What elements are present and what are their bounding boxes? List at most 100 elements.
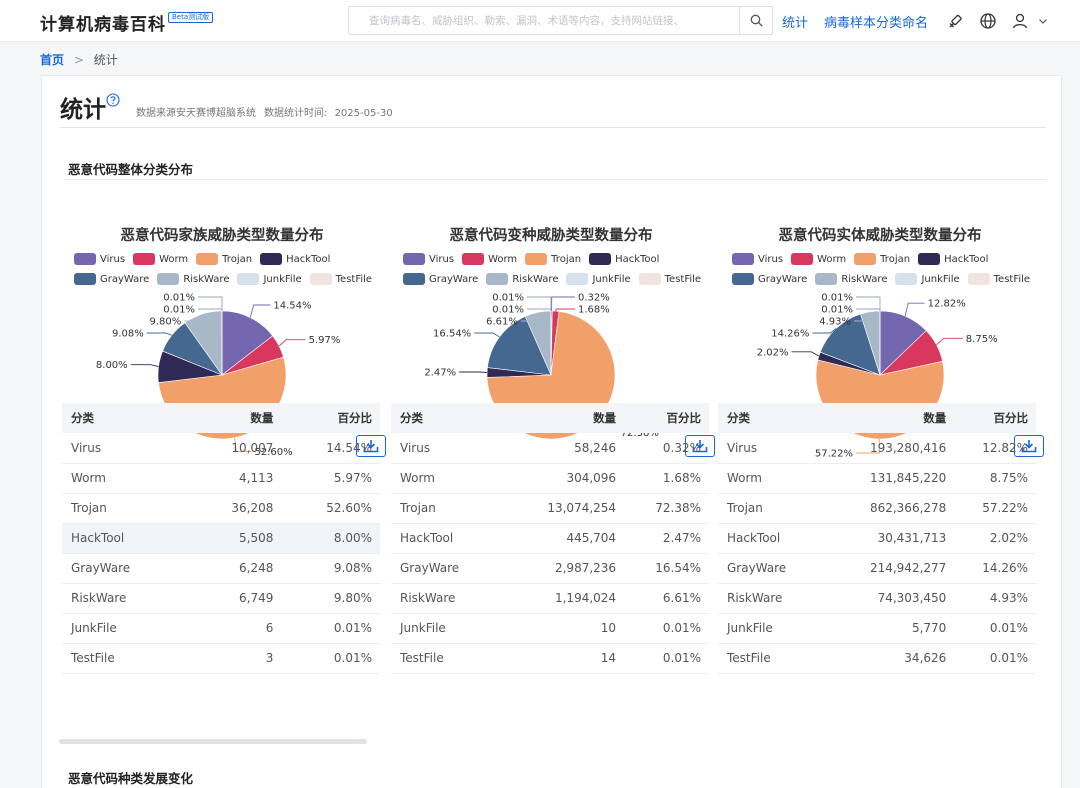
help-icon[interactable]: [106, 93, 120, 107]
legend-item[interactable]: Trojan: [525, 252, 581, 266]
legend-item[interactable]: GrayWare: [732, 272, 807, 286]
table-row[interactable]: Worm 304,096 1.68%: [391, 463, 709, 494]
table-row[interactable]: HackTool 5,508 8.00%: [62, 523, 380, 554]
table-row[interactable]: Virus 10,007 14.54%: [62, 433, 380, 464]
cell-count: 14: [501, 643, 623, 674]
nav-stats-link[interactable]: 统计: [782, 16, 809, 31]
satellite-icon[interactable]: [945, 10, 967, 32]
cell-category: Virus: [62, 433, 190, 464]
table-row[interactable]: RiskWare 6,749 9.80%: [62, 583, 380, 614]
pie-label: 9.80%: [150, 317, 182, 328]
legend-item[interactable]: RiskWare: [815, 272, 887, 286]
legend-swatch: [260, 253, 283, 265]
pie-label-line: [278, 339, 306, 347]
legend-item[interactable]: RiskWare: [157, 272, 229, 286]
legend-item[interactable]: JunkFile: [895, 272, 960, 286]
legend-item[interactable]: JunkFile: [237, 272, 302, 286]
col-percent: 百分比: [622, 403, 709, 433]
pie-label: 0.32%: [578, 293, 610, 304]
cell-category: RiskWare: [391, 583, 502, 614]
legend-item[interactable]: TestFile: [638, 272, 701, 286]
pie-label: 0.01%: [492, 293, 524, 304]
table-row[interactable]: HackTool 30,431,713 2.02%: [718, 523, 1036, 554]
table-row[interactable]: Trojan 36,208 52.60%: [62, 493, 380, 524]
cell-count: 36,208: [189, 493, 280, 524]
search-box: [348, 6, 773, 35]
legend-item[interactable]: Virus: [74, 252, 125, 266]
legend-swatch: [309, 273, 332, 285]
legend-label: Virus: [429, 253, 455, 265]
legend-item[interactable]: HackTool: [918, 252, 988, 266]
col-category: 分类: [62, 403, 190, 433]
table-row[interactable]: RiskWare 74,303,450 4.93%: [718, 583, 1036, 614]
table-row[interactable]: HackTool 445,704 2.47%: [391, 523, 709, 554]
legend-swatch: [525, 253, 548, 265]
table-row[interactable]: Worm 131,845,220 8.75%: [718, 463, 1036, 494]
nav-naming-link[interactable]: 病毒样本分类命名: [824, 16, 929, 31]
legend-item[interactable]: Virus: [403, 252, 454, 266]
table-row[interactable]: Trojan 862,366,278 57.22%: [718, 493, 1036, 524]
table-row[interactable]: JunkFile 5,770 0.01%: [718, 613, 1036, 644]
legend-item[interactable]: TestFile: [309, 272, 372, 286]
table-row[interactable]: GrayWare 6,248 9.08%: [62, 553, 380, 584]
pie-label-line: [555, 308, 575, 312]
table-row[interactable]: RiskWare 1,194,024 6.61%: [391, 583, 709, 614]
table-row[interactable]: GrayWare 214,942,277 14.26%: [718, 553, 1036, 584]
search-button[interactable]: [739, 7, 773, 34]
table-row[interactable]: Virus 193,280,416 12.82%: [718, 433, 1036, 464]
table-row[interactable]: TestFile 14 0.01%: [391, 643, 709, 674]
legend-item[interactable]: Trojan: [196, 252, 252, 266]
pie-label-line: [249, 304, 271, 318]
pie-label: 6.61%: [486, 317, 518, 328]
legend-item[interactable]: Worm: [791, 252, 846, 266]
cell-count: 193,280,416: [824, 433, 953, 464]
legend-item[interactable]: Worm: [462, 252, 517, 266]
table-row[interactable]: Worm 4,113 5.97%: [62, 463, 380, 494]
col-count: 数量: [501, 403, 623, 433]
legend-item[interactable]: RiskWare: [486, 272, 558, 286]
globe-icon[interactable]: [977, 10, 999, 32]
table-row[interactable]: TestFile 34,626 0.01%: [718, 643, 1036, 674]
pie-slice-virus[interactable]: [221, 310, 274, 376]
table-row[interactable]: JunkFile 10 0.01%: [391, 613, 709, 644]
pie-label: 2.02%: [757, 347, 789, 358]
site-logo[interactable]: 计算机病毒百科: [40, 15, 166, 35]
pie-label-line: [520, 312, 539, 322]
table-row[interactable]: TestFile 3 0.01%: [62, 643, 380, 674]
pie-slice-grayware[interactable]: [487, 316, 552, 376]
chevron-down-icon[interactable]: [1035, 10, 1051, 32]
cell-count: 5,770: [824, 613, 953, 644]
legend-item[interactable]: HackTool: [589, 252, 659, 266]
cell-percent: 9.80%: [279, 583, 380, 614]
table-scrollbar[interactable]: [59, 739, 367, 744]
section-title-distribution: 恶意代码整体分类分布: [68, 162, 194, 177]
col-category: 分类: [391, 403, 502, 433]
cell-percent: 12.82%: [952, 433, 1036, 464]
legend-item[interactable]: Trojan: [854, 252, 910, 266]
legend-swatch: [403, 273, 425, 285]
legend-item[interactable]: TestFile: [967, 272, 1030, 286]
table-header-row: 分类 数量 百分比: [391, 403, 709, 433]
cell-count: 30,431,713: [824, 523, 953, 554]
legend-item[interactable]: Virus: [732, 252, 783, 266]
pie-label-line: [936, 337, 963, 346]
cell-percent: 14.26%: [952, 553, 1036, 584]
legend-item[interactable]: Worm: [133, 252, 188, 266]
cell-percent: 8.00%: [279, 523, 380, 554]
legend-swatch: [74, 253, 96, 265]
legend-swatch: [732, 253, 754, 265]
legend-item[interactable]: GrayWare: [74, 272, 149, 286]
legend-item[interactable]: GrayWare: [403, 272, 478, 286]
user-icon[interactable]: [1009, 10, 1031, 32]
table-row[interactable]: GrayWare 2,987,236 16.54%: [391, 553, 709, 584]
cell-count: 34,626: [824, 643, 953, 674]
table-row[interactable]: JunkFile 6 0.01%: [62, 613, 380, 644]
stats-time-label: 数据统计时间:: [264, 108, 328, 119]
legend-item[interactable]: JunkFile: [566, 272, 631, 286]
search-input[interactable]: [349, 7, 739, 34]
table-row[interactable]: Virus 58,246 0.32%: [391, 433, 709, 464]
breadcrumb-home[interactable]: 首页: [40, 53, 65, 67]
cell-category: HackTool: [62, 523, 190, 554]
legend-item[interactable]: HackTool: [260, 252, 330, 266]
table-row[interactable]: Trojan 13,074,254 72.38%: [391, 493, 709, 524]
